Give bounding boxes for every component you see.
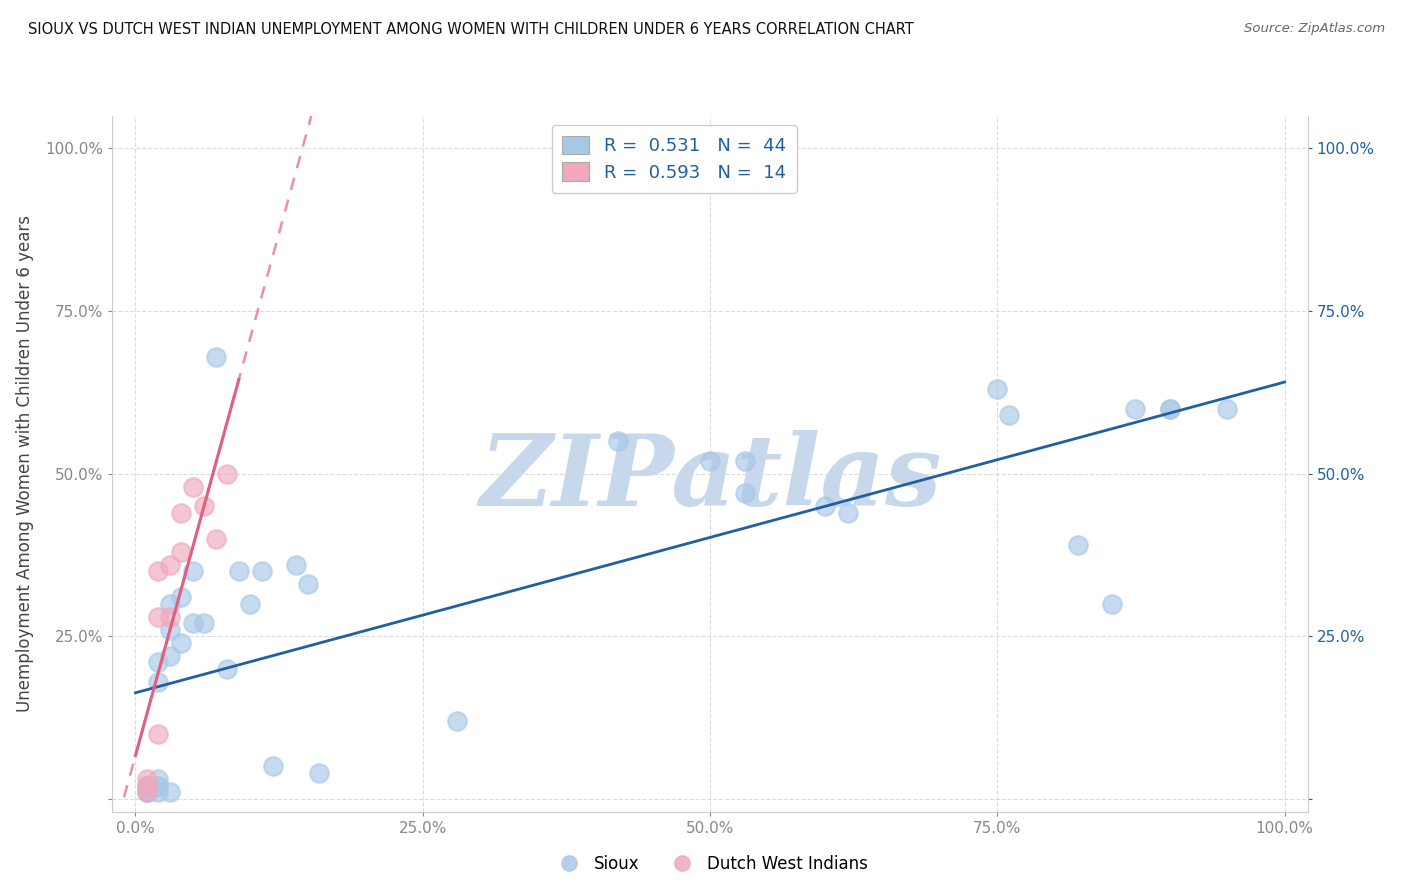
Point bbox=[217, 467, 239, 481]
Point bbox=[148, 779, 170, 793]
Point bbox=[193, 616, 215, 631]
Point bbox=[159, 558, 181, 572]
Point bbox=[308, 765, 330, 780]
Point bbox=[159, 623, 181, 637]
Point bbox=[1159, 401, 1181, 416]
Point bbox=[205, 532, 228, 546]
Point bbox=[205, 350, 228, 364]
Point bbox=[148, 727, 170, 741]
Point bbox=[136, 779, 159, 793]
Point bbox=[148, 785, 170, 799]
Point bbox=[159, 597, 181, 611]
Point bbox=[285, 558, 308, 572]
Legend: Sioux, Dutch West Indians: Sioux, Dutch West Indians bbox=[546, 848, 875, 880]
Point bbox=[136, 772, 159, 787]
Point bbox=[159, 609, 181, 624]
Point bbox=[181, 616, 204, 631]
Point bbox=[239, 597, 262, 611]
Point bbox=[148, 609, 170, 624]
Point bbox=[1159, 401, 1181, 416]
Point bbox=[148, 655, 170, 669]
Point bbox=[217, 662, 239, 676]
Point bbox=[814, 499, 837, 513]
Text: ZIPatlas: ZIPatlas bbox=[479, 430, 941, 526]
Point bbox=[1216, 401, 1239, 416]
Point bbox=[170, 590, 193, 604]
Point bbox=[136, 779, 159, 793]
Point bbox=[1067, 538, 1090, 552]
Point bbox=[159, 785, 181, 799]
Point bbox=[170, 506, 193, 520]
Point bbox=[734, 453, 756, 467]
Point bbox=[997, 408, 1019, 422]
Point bbox=[170, 544, 193, 558]
Point bbox=[262, 759, 284, 773]
Point bbox=[193, 499, 215, 513]
Point bbox=[181, 564, 204, 578]
Y-axis label: Unemployment Among Women with Children Under 6 years: Unemployment Among Women with Children U… bbox=[17, 215, 34, 713]
Point bbox=[170, 635, 193, 649]
Point bbox=[1101, 597, 1123, 611]
Point bbox=[136, 785, 159, 799]
Point bbox=[297, 577, 319, 591]
Point bbox=[148, 779, 170, 793]
Text: SIOUX VS DUTCH WEST INDIAN UNEMPLOYMENT AMONG WOMEN WITH CHILDREN UNDER 6 YEARS : SIOUX VS DUTCH WEST INDIAN UNEMPLOYMENT … bbox=[28, 22, 914, 37]
Text: Source: ZipAtlas.com: Source: ZipAtlas.com bbox=[1244, 22, 1385, 36]
Point bbox=[446, 714, 468, 728]
Point bbox=[136, 785, 159, 799]
Point bbox=[136, 779, 159, 793]
Point bbox=[734, 486, 756, 500]
Point bbox=[607, 434, 630, 448]
Point bbox=[136, 779, 159, 793]
Point bbox=[136, 785, 159, 799]
Point bbox=[148, 772, 170, 787]
Point bbox=[148, 674, 170, 689]
Point bbox=[148, 564, 170, 578]
Point bbox=[699, 453, 721, 467]
Point bbox=[986, 382, 1008, 396]
Point bbox=[250, 564, 273, 578]
Point bbox=[837, 506, 859, 520]
Point bbox=[228, 564, 250, 578]
Point bbox=[159, 648, 181, 663]
Point bbox=[181, 480, 204, 494]
Point bbox=[1123, 401, 1146, 416]
